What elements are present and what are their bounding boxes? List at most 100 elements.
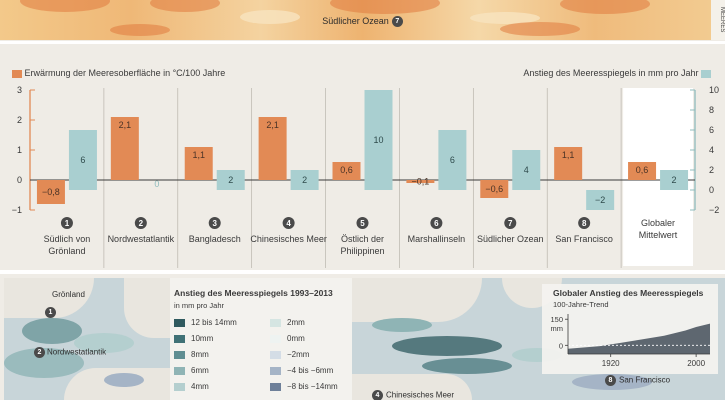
sealevel-bar <box>290 170 319 190</box>
warming-bar <box>480 180 509 198</box>
category-number-badge <box>60 217 73 229</box>
warming-value-label: 2,1 <box>266 120 279 130</box>
category-number-badge <box>356 217 369 229</box>
left-map: Grönland 1 2 Nordwestatlantik <box>4 278 170 400</box>
warming-bar <box>554 147 583 180</box>
sea-level-legend-subtitle: in mm pro Jahr <box>174 301 225 310</box>
sea-level-legend-item: −8 bis −14mm <box>270 382 338 391</box>
warming-value-label: −0,6 <box>485 184 503 194</box>
category-label: Östlich der <box>341 234 384 244</box>
sea-level-legend-item: 2mm <box>270 318 305 327</box>
category-label: Chinesisches Meer <box>250 234 327 244</box>
marker-1: 1 <box>45 307 56 318</box>
sealevel-bar <box>364 90 393 190</box>
trend-chart: 150 0 mm 1920 2000 <box>550 314 710 368</box>
warming-value-label: 0,6 <box>636 165 649 175</box>
category-number: 5 <box>360 219 365 228</box>
global-trend-inset: Globaler Anstieg des Meeresspiegels 100-… <box>542 284 718 374</box>
sea-level-swatch <box>174 334 185 343</box>
sealevel-value-label: 6 <box>80 155 85 165</box>
left-tick-label: 2 <box>17 115 22 125</box>
trend-subtitle: 100-Jahre-Trend <box>553 300 609 309</box>
sea-level-legend-item: −2mm <box>270 350 309 359</box>
trend-x-tick-label: 2000 <box>687 359 705 368</box>
sea-level-legend-item: 8mm <box>174 350 209 359</box>
sea-level-swatch <box>270 350 281 359</box>
trend-y-tick-label: 150 <box>550 315 563 324</box>
sealevel-bar <box>660 170 689 190</box>
sea-level-swatch-label: 8mm <box>191 350 209 359</box>
sealevel-bar <box>512 150 541 190</box>
sea-level-legend-item: 4mm <box>174 382 209 391</box>
side-caption: MEERES <box>711 0 725 40</box>
southern-ocean-label: Südlicher Ozean <box>322 16 389 26</box>
sea-level-swatch-label: −4 bis −6mm <box>287 366 334 375</box>
warming-value-label: 1,1 <box>192 150 205 160</box>
warming-bar <box>406 180 435 183</box>
warming-bar <box>184 147 213 180</box>
category-number-badge <box>578 217 591 229</box>
category-number: 2 <box>139 219 144 228</box>
sea-level-swatch-label: 6mm <box>191 366 209 375</box>
category-number: 1 <box>65 219 70 228</box>
marker-4: 4 <box>372 390 383 400</box>
sea-level-legend-item: 6mm <box>174 366 209 375</box>
category-label: Globaler <box>641 218 675 228</box>
category-label: Mittelwert <box>639 230 678 240</box>
right-tick-label: 0 <box>709 185 714 195</box>
warming-bar <box>258 117 287 180</box>
marker-7: 7 <box>391 16 403 28</box>
sea-level-swatch <box>270 318 281 327</box>
right-tick-label: 2 <box>709 165 714 175</box>
trend-y-tick-label: 0 <box>559 341 563 350</box>
marker-2: 2 <box>34 347 45 358</box>
sea-level-swatch <box>174 318 185 327</box>
category-number-badge <box>430 217 443 229</box>
sealevel-value-label: 2 <box>672 175 677 185</box>
sea-level-swatch-label: 4mm <box>191 382 209 391</box>
nw-atlantic-text: Nordwestatlantik <box>47 347 107 357</box>
left-tick-label: 0 <box>17 175 22 185</box>
sea-level-swatch <box>270 382 281 391</box>
sea-level-swatch-label: 2mm <box>287 318 305 327</box>
sea-level-legend-item: 10mm <box>174 334 213 343</box>
trend-title: Globaler Anstieg des Meeresspiegels <box>553 288 704 298</box>
category-number: 7 <box>508 219 513 228</box>
sea-level-swatch <box>270 366 281 375</box>
right-tick-label: 4 <box>709 145 714 155</box>
right-tick-label: −2 <box>709 205 719 215</box>
san-francisco-label: 8 San Francisco <box>605 375 670 386</box>
sealevel-bar <box>586 190 615 210</box>
category-label: Südlich von <box>44 234 91 244</box>
sealevel-value-label: 2 <box>302 175 307 185</box>
china-sea-text: Chinesisches Meer <box>386 390 455 400</box>
top-map-label: Südlicher Ozean 7 <box>0 16 725 28</box>
left-tick-label: −1 <box>12 205 22 215</box>
legend-sealevel: Anstieg des Meeresspiegels in mm pro Jah… <box>523 68 711 78</box>
sealevel-value-label: 0 <box>154 179 159 189</box>
san-francisco-text: San Francisco <box>619 375 671 385</box>
category-number-badge <box>134 217 147 229</box>
sealevel-value-label: −2 <box>595 195 605 205</box>
category-label: Nordwestatlantik <box>108 234 175 244</box>
sealevel-value-label: 2 <box>228 175 233 185</box>
sea-level-legend: Anstieg des Meeresspiegels 1993–2013 in … <box>170 278 352 400</box>
sea-level-swatch-label: −8 bis −14mm <box>287 382 338 391</box>
trend-area <box>568 323 710 354</box>
sea-level-swatch <box>174 350 185 359</box>
right-tick-label: 10 <box>709 85 719 95</box>
warming-value-label: −0,8 <box>42 187 60 197</box>
marker-8: 8 <box>605 375 616 386</box>
warming-value-label: −0,1 <box>411 177 429 187</box>
sea-level-swatch <box>270 334 281 343</box>
nw-atlantic-label: 2 Nordwestatlantik <box>34 347 106 358</box>
sea-level-swatch-label: 10mm <box>191 334 214 343</box>
sea-level-swatch-label: 0mm <box>287 334 305 343</box>
sealevel-value-label: 10 <box>373 135 383 145</box>
right-tick-label: 6 <box>709 125 714 135</box>
trend-x-tick-label: 1920 <box>602 359 620 368</box>
sealevel-bar <box>216 170 245 190</box>
category-number: 6 <box>434 219 439 228</box>
category-number-badge <box>208 217 221 229</box>
sealevel-value-label: 6 <box>450 155 455 165</box>
